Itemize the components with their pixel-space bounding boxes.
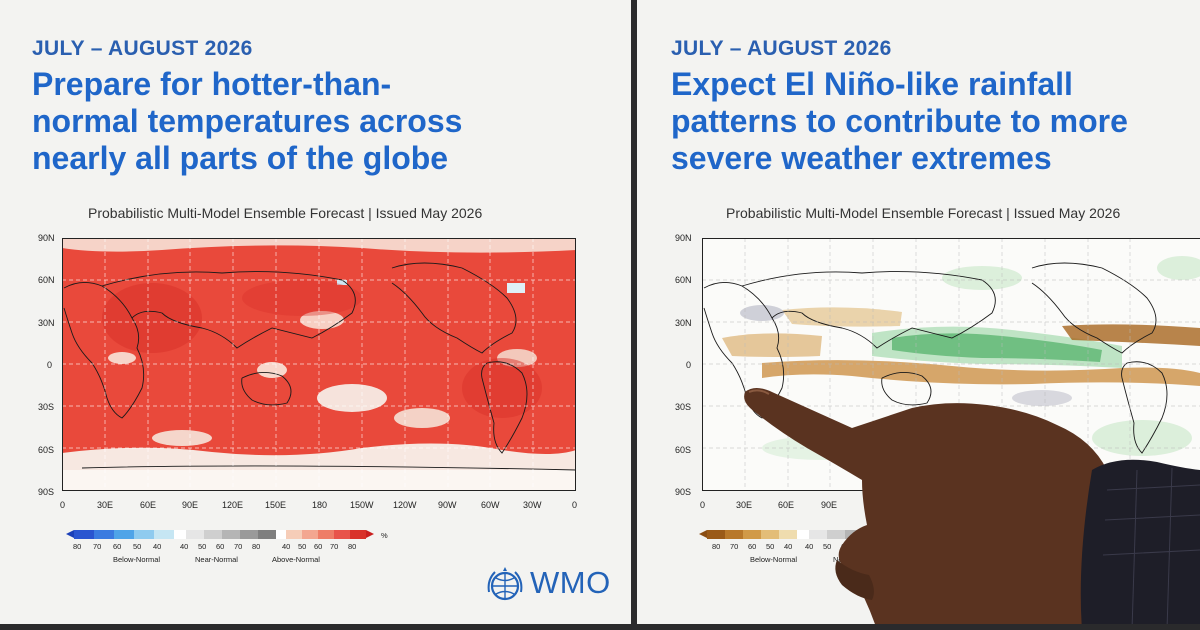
colorbar-low-tip <box>699 530 707 538</box>
monitor-bottom-bezel <box>0 624 1200 630</box>
colorbar-number: 50 <box>198 542 207 551</box>
colorbar-number: 40 <box>282 542 291 551</box>
lat-tick: 30S <box>38 402 55 412</box>
colorbar-number: 70 <box>330 542 339 551</box>
pointing-hand <box>744 388 1200 624</box>
colorbar-label: Above-Normal <box>272 555 320 564</box>
lat-tick: 30N <box>675 318 692 328</box>
lon-tick: 60E <box>778 500 795 510</box>
lat-tick: 60N <box>675 275 692 285</box>
left-screen: JULY – AUGUST 2026 Prepare for hotter-th… <box>0 0 631 624</box>
colorbar-number: 80 <box>73 542 82 551</box>
lon-tick: 30E <box>97 500 114 510</box>
colorbar-label: Below-Normal <box>750 555 798 564</box>
temperature-map <box>62 238 576 491</box>
headline: Prepare for hotter-than- normal temperat… <box>32 66 462 177</box>
colorbar-unit: % <box>381 531 388 540</box>
colorbar-number: 50 <box>298 542 307 551</box>
lat-tick: 60S <box>675 445 692 455</box>
lon-tick: 120E <box>222 500 244 510</box>
left-colorbar <box>74 530 366 539</box>
lon-tick: 0 <box>60 500 66 510</box>
colorbar-number: 50 <box>133 542 142 551</box>
lat-tick: 90S <box>675 487 692 497</box>
colorbar-number: 70 <box>234 542 243 551</box>
lon-tick: 0 <box>572 500 578 510</box>
headline-line: patterns to contribute to more <box>671 103 1128 139</box>
lon-tick: 60W <box>481 500 500 510</box>
colorbar-label: Near-Normal <box>195 555 238 564</box>
lon-tick: 90E <box>821 500 838 510</box>
lat-tick: 90S <box>38 487 55 497</box>
lat-tick: 60N <box>38 275 55 285</box>
colorbar-high-tip <box>366 530 374 538</box>
colorbar-number: 60 <box>113 542 122 551</box>
headline-line: nearly all parts of the globe <box>32 140 449 176</box>
map-subtitle: Probabilistic Multi-Model Ensemble Forec… <box>726 205 1121 221</box>
colorbar-number: 80 <box>712 542 721 551</box>
colorbar-number: 60 <box>748 542 757 551</box>
wmo-emblem-icon <box>487 567 523 601</box>
lon-tick: 150E <box>265 500 287 510</box>
colorbar-low-tip <box>66 530 74 538</box>
lon-tick: 180 <box>312 500 328 510</box>
colorbar-number: 40 <box>153 542 162 551</box>
headline-line: Prepare for hotter-than- <box>32 66 392 102</box>
colorbar-number: 50 <box>766 542 775 551</box>
colorbar-number: 70 <box>93 542 102 551</box>
colorbar-number: 80 <box>252 542 261 551</box>
colorbar-number: 50 <box>823 542 832 551</box>
lon-tick: 120W <box>393 500 417 510</box>
headline: Expect El Niño-like rainfall patterns to… <box>671 66 1128 177</box>
map-subtitle: Probabilistic Multi-Model Ensemble Forec… <box>88 205 483 221</box>
colorbar-number: 70 <box>730 542 739 551</box>
lon-tick: 150W <box>350 500 374 510</box>
period-label: JULY – AUGUST 2026 <box>671 37 892 60</box>
headline-line: Expect El Niño-like rainfall <box>671 66 1073 102</box>
headline-line: normal temperatures across <box>32 103 463 139</box>
lon-tick: 60E <box>140 500 157 510</box>
lat-tick: 30N <box>38 318 55 328</box>
colorbar-number: 60 <box>314 542 323 551</box>
colorbar-number: 60 <box>216 542 225 551</box>
lon-tick: 90E <box>182 500 199 510</box>
period-label: JULY – AUGUST 2026 <box>32 37 253 60</box>
lat-tick: 30S <box>675 402 692 412</box>
lat-tick: 90N <box>675 233 692 243</box>
colorbar-number: 40 <box>784 542 793 551</box>
lon-tick: 30W <box>523 500 542 510</box>
lat-tick: 60S <box>38 445 55 455</box>
lon-tick: 30E <box>736 500 753 510</box>
lat-tick: 0 <box>47 360 53 370</box>
right-screen: JULY – AUGUST 2026 Expect El Niño-like r… <box>637 0 1200 624</box>
colorbar-number: 40 <box>180 542 189 551</box>
colorbar-label: Below-Normal <box>113 555 161 564</box>
colorbar-number: 80 <box>348 542 357 551</box>
lon-tick: 90W <box>438 500 457 510</box>
lat-tick: 90N <box>38 233 55 243</box>
lat-tick: 0 <box>686 360 692 370</box>
colorbar-number: 40 <box>805 542 814 551</box>
lon-tick: 0 <box>700 500 706 510</box>
wmo-logo-text: WMO <box>530 565 611 600</box>
monitor-bezel <box>631 0 637 630</box>
headline-line: severe weather extremes <box>671 140 1052 176</box>
